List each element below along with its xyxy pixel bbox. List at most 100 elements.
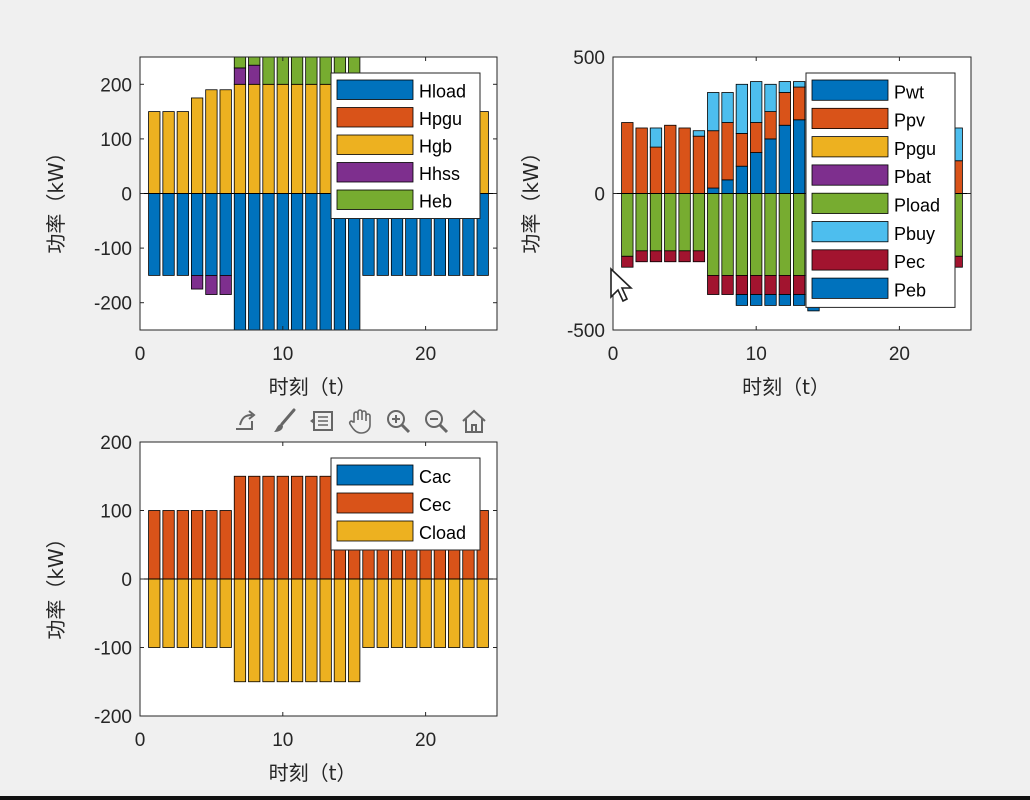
bar-Pload-4 bbox=[664, 193, 677, 252]
bar-Ppv-2 bbox=[635, 127, 648, 194]
legend-label-Hgb: Hgb bbox=[419, 137, 452, 157]
brush-icon bbox=[274, 408, 296, 432]
bar-Ppv-9 bbox=[735, 133, 749, 167]
bar-Heb-9 bbox=[262, 57, 275, 85]
legend-swatch-Heb bbox=[336, 189, 414, 210]
bar-Hhss-6 bbox=[219, 274, 232, 295]
legend-label-Hload: Hload bbox=[419, 82, 466, 102]
bar-Hload-11 bbox=[290, 193, 304, 330]
bar-Peb-13 bbox=[793, 294, 806, 306]
bar-Hhss-5 bbox=[205, 274, 218, 295]
ytick-label: 200 bbox=[100, 433, 132, 454]
bar-Heb-13 bbox=[319, 57, 332, 85]
bar-Hhss-4 bbox=[191, 274, 204, 290]
bar-Pbuy-11 bbox=[764, 83, 777, 113]
bar-Cload-1 bbox=[148, 578, 161, 648]
bottom-edge bbox=[0, 796, 1030, 800]
bar-Pwt-7 bbox=[707, 187, 720, 194]
bar-Pwt-11 bbox=[764, 138, 777, 194]
xtick-label: 0 bbox=[608, 344, 619, 365]
bar-Cload-18 bbox=[390, 578, 404, 648]
zoom-out-button[interactable] bbox=[418, 405, 454, 437]
bar-Cload-7 bbox=[233, 578, 247, 683]
x-axis-label: 时刻（t） bbox=[269, 761, 357, 785]
bar-Hgb-10 bbox=[276, 83, 289, 194]
bar-Pwt-9 bbox=[735, 165, 749, 194]
bar-Pbuy-7 bbox=[707, 92, 720, 132]
bar-Cload-2 bbox=[162, 578, 175, 648]
bar-Hgb-11 bbox=[290, 83, 304, 194]
bar-Pbuy-3 bbox=[649, 127, 663, 148]
x-axis-label: 时刻（t） bbox=[269, 375, 357, 399]
bar-Cec-7 bbox=[233, 475, 247, 580]
bar-Cec-12 bbox=[305, 475, 318, 580]
home-button[interactable] bbox=[456, 405, 492, 437]
bar-Cload-9 bbox=[262, 578, 275, 683]
bar-Pec-6 bbox=[692, 250, 706, 263]
brush-button[interactable] bbox=[266, 405, 302, 437]
bar-Peb-9 bbox=[735, 294, 749, 306]
bar-Hgb-3 bbox=[176, 111, 189, 194]
bar-Heb-7 bbox=[233, 57, 247, 69]
bar-Pload-13 bbox=[793, 193, 806, 276]
zoom-in-button[interactable] bbox=[380, 405, 416, 437]
bar-Hload-7 bbox=[233, 193, 247, 330]
bar-Hgb-12 bbox=[305, 83, 318, 194]
axes-toolbar bbox=[228, 404, 492, 438]
legend-swatch-Pec bbox=[811, 249, 889, 271]
bar-Ppv-4 bbox=[664, 124, 677, 194]
legend-swatch-Cec bbox=[336, 492, 414, 514]
zoom-in-icon bbox=[387, 410, 411, 434]
bar-Heb-11 bbox=[290, 57, 304, 85]
zoom-out-icon bbox=[425, 410, 449, 434]
legend-swatch-Cload bbox=[336, 520, 414, 542]
export-button[interactable] bbox=[228, 405, 264, 437]
xtick-label: 10 bbox=[272, 344, 293, 365]
bar-Hload-2 bbox=[162, 193, 175, 276]
y-axis-label: 功率（kW） bbox=[44, 142, 68, 253]
bar-Cload-17 bbox=[376, 578, 389, 648]
bar-Pec-5 bbox=[678, 250, 691, 263]
bar-Hload-1 bbox=[148, 193, 161, 276]
bar-Hgb-13 bbox=[319, 83, 332, 194]
bar-Pload-12 bbox=[778, 193, 791, 276]
x-axis-label: 时刻（t） bbox=[742, 375, 830, 399]
bar-Peb-12 bbox=[778, 294, 791, 306]
bar-Pec-3 bbox=[649, 250, 663, 263]
bar-Cload-11 bbox=[290, 578, 304, 683]
legend-label-Ppgu: Ppgu bbox=[894, 139, 936, 159]
bar-Heb-10 bbox=[276, 57, 289, 85]
bar-Cec-10 bbox=[276, 475, 289, 580]
legend-label-Pbuy: Pbuy bbox=[894, 224, 935, 244]
bar-Cload-5 bbox=[205, 578, 218, 648]
ytick-label: 200 bbox=[100, 75, 132, 96]
bar-Pec-9 bbox=[735, 274, 749, 295]
bar-Cec-13 bbox=[319, 475, 332, 580]
ytick-label: 0 bbox=[594, 185, 605, 206]
bar-Ppv-7 bbox=[707, 130, 720, 189]
bar-Ppv-11 bbox=[764, 111, 777, 140]
bar-Cload-13 bbox=[319, 578, 332, 683]
legend-label-Peb: Peb bbox=[894, 280, 926, 300]
bar-Hgb-4 bbox=[191, 97, 204, 194]
bar-Hhss-8 bbox=[248, 64, 261, 85]
bar-Peb-11 bbox=[764, 294, 777, 306]
pan-button[interactable] bbox=[342, 405, 378, 437]
data-tips-button[interactable] bbox=[304, 405, 340, 437]
ytick-label: -100 bbox=[94, 639, 132, 660]
bar-Pbuy-10 bbox=[750, 81, 763, 123]
bar-Ppv-3 bbox=[649, 146, 663, 194]
bar-Pec-7 bbox=[707, 274, 720, 295]
bar-Cload-8 bbox=[248, 578, 261, 683]
bar-Hgb-8 bbox=[248, 83, 261, 194]
legend-swatch-Cac bbox=[336, 464, 414, 486]
bar-Cload-12 bbox=[305, 578, 318, 683]
bar-Cload-3 bbox=[176, 578, 189, 648]
export-icon bbox=[236, 410, 256, 430]
ytick-label: -200 bbox=[94, 294, 132, 315]
ytick-label: -500 bbox=[567, 321, 605, 342]
bar-Pload-3 bbox=[649, 193, 663, 252]
mouse-pointer-icon bbox=[610, 267, 634, 303]
chart-3: -200 -100 0 100 200 0 10 20 时刻（t） 功率（kW） Cac Cec Clo… bbox=[44, 433, 498, 785]
